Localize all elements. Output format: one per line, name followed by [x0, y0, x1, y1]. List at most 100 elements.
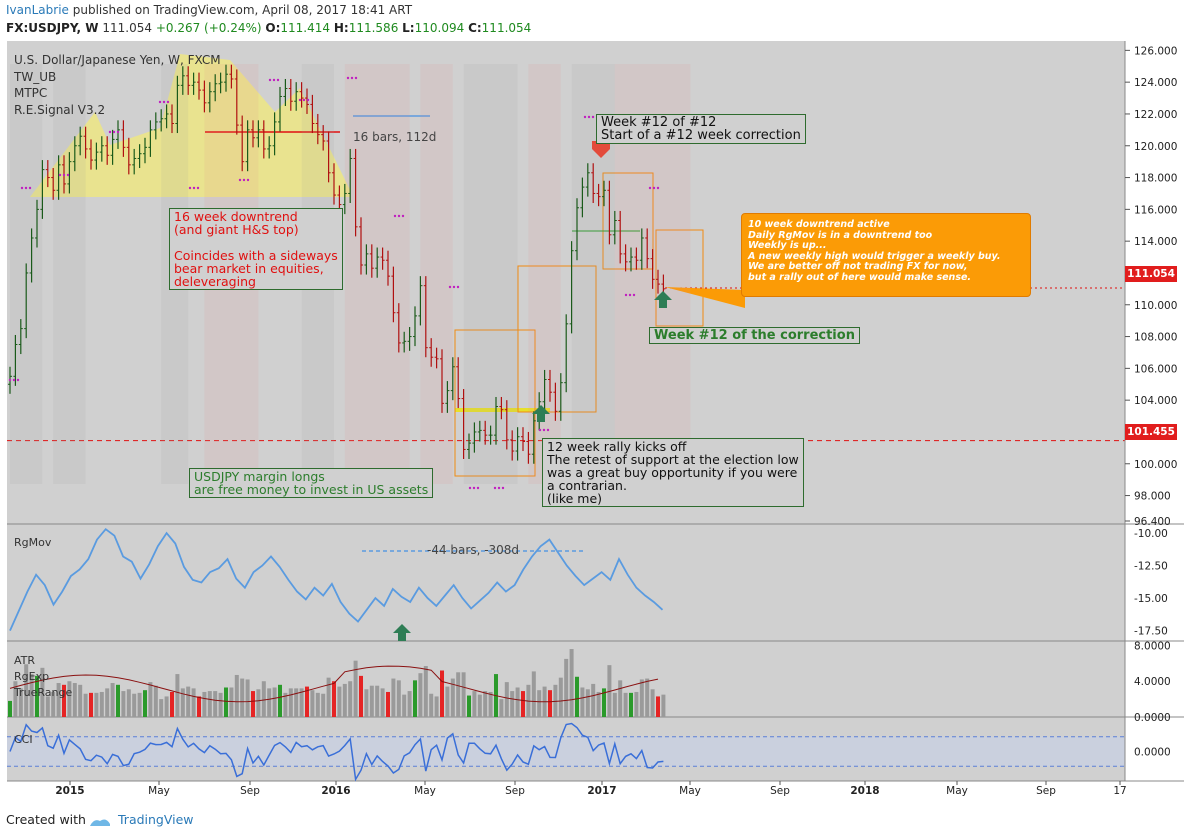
- signal-markers: [8, 76, 672, 641]
- tradingview-link[interactable]: TradingView: [118, 812, 194, 827]
- atr-bar: [650, 689, 655, 717]
- atr-bar: [391, 678, 396, 717]
- atr-bar: [94, 692, 99, 717]
- atr-bar: [521, 691, 525, 717]
- rgmov-label: RgMov: [14, 536, 52, 549]
- atr-bar: [413, 680, 417, 717]
- signal-dot: [158, 100, 162, 104]
- atr-bar: [8, 700, 12, 717]
- atr-bar: [337, 686, 342, 717]
- atr-bar: [510, 691, 515, 717]
- measure-label-top: 16 bars, 112d: [353, 130, 437, 144]
- atr-bar: [121, 691, 126, 717]
- atr-bar: [24, 664, 29, 717]
- atr-bar: [18, 688, 23, 717]
- signal-dot: [238, 178, 242, 182]
- atr-bar: [380, 688, 385, 717]
- x-tick-label: 2015: [55, 785, 84, 797]
- legend: U.S. Dollar/Japanese Yen, W, FXCM TW_UB …: [14, 52, 221, 118]
- atr-bar: [67, 681, 72, 717]
- open-label: O:: [265, 21, 281, 35]
- head-shoulders-zone: [30, 54, 350, 197]
- annotation-margin[interactable]: USDJPY margin longs are free money to in…: [189, 468, 434, 498]
- signal-dot: [624, 293, 628, 297]
- atr-bar: [105, 688, 110, 717]
- low-value: 110.094: [414, 21, 465, 35]
- orange-range-box: [517, 265, 597, 413]
- cci-label: CCI: [14, 733, 33, 746]
- atr-bar: [483, 691, 488, 717]
- atr-bar: [375, 685, 380, 717]
- y-tick-label: 124.000: [1134, 77, 1177, 89]
- atr-bar: [202, 691, 207, 717]
- legend-study-resignal[interactable]: R.E.Signal V3.2: [14, 102, 106, 117]
- signal-dot: [162, 100, 166, 104]
- atr-bar: [537, 690, 542, 717]
- annotation-downtrend[interactable]: 16 week downtrend (and giant H&S top) Co…: [169, 208, 343, 290]
- buy-arrow-icon: [654, 291, 672, 308]
- atr-bar: [353, 660, 358, 717]
- rgexp-line: [9, 665, 659, 703]
- signal-dot: [62, 173, 66, 177]
- author-link[interactable]: IvanLabrie: [6, 3, 69, 17]
- atr-bar: [531, 671, 536, 717]
- measure-label-rgmov: -44 bars, -308d: [427, 543, 520, 557]
- chart-canvas[interactable]: -10.00 -12.50 -15.00 -17.50 8.0000 4.0000 0.0…: [0, 40, 1184, 806]
- atr-bar: [445, 686, 450, 717]
- price-change: +0.267 (+0.24%): [155, 21, 262, 35]
- rgexp-label: RgExp: [14, 670, 50, 683]
- legend-study-mtpc[interactable]: MTPC: [14, 86, 48, 100]
- atr-bar: [418, 673, 423, 717]
- atr-bar: [315, 692, 320, 717]
- buy-arrow-icon: [393, 624, 411, 641]
- atr-label: ATR: [14, 654, 36, 667]
- atr-bar: [116, 684, 120, 717]
- signal-dot: [28, 186, 32, 190]
- atr-bar: [569, 649, 574, 717]
- atr-bar: [110, 683, 115, 717]
- atr-bar: [472, 691, 477, 717]
- x-tick-label: May: [946, 785, 968, 797]
- signal-dot: [652, 186, 656, 190]
- atr-bar: [402, 694, 407, 717]
- atr-bar: [234, 674, 239, 717]
- low-label: L:: [402, 21, 415, 35]
- signal-dot: [591, 115, 595, 119]
- atr-bar: [191, 688, 196, 717]
- atr-bar: [321, 693, 326, 717]
- last-price-tag: 111.054: [1125, 266, 1177, 282]
- atr-bar: [488, 691, 493, 717]
- atr-series: 8.0000 4.0000 0.0000: [8, 640, 1171, 724]
- atr-bar: [456, 672, 461, 717]
- atr-bar: [229, 687, 234, 717]
- annotation-week12-correction[interactable]: Week #12 of the correction: [649, 327, 860, 344]
- x-tick-label: 2016: [321, 785, 350, 797]
- y-tick-label: 100.000: [1134, 459, 1177, 471]
- atr-bar: [332, 681, 336, 717]
- annotation-orange-note[interactable]: 10 week downtrend active Daily RgMov is …: [741, 213, 1031, 297]
- atr-bar: [294, 688, 299, 717]
- signal-dot: [12, 378, 16, 382]
- signal-dot: [493, 486, 497, 490]
- high-value: 111.586: [348, 21, 399, 35]
- atr-bar: [272, 687, 277, 717]
- truerange-label: TrueRange: [14, 686, 73, 699]
- atr-tick-label: 8.0000: [1134, 640, 1171, 652]
- legend-study-tw-ub[interactable]: TW_UB: [14, 69, 57, 84]
- atr-bar: [261, 681, 266, 717]
- annotation-week12[interactable]: Week #12 of #12 Start of a #12 week corr…: [596, 114, 806, 144]
- atr-bar: [364, 689, 369, 717]
- signal-dot: [272, 78, 276, 82]
- signal-dot: [58, 173, 62, 177]
- atr-bar: [450, 678, 455, 717]
- signal-dot: [24, 186, 28, 190]
- atr-bar: [89, 692, 93, 717]
- x-tick-label: 2017: [587, 785, 616, 797]
- y-tick-label: 114.000: [1134, 236, 1177, 248]
- atr-bar: [29, 674, 34, 717]
- atr-bar: [256, 689, 261, 717]
- annotation-rally[interactable]: 12 week rally kicks off The retest of su…: [542, 438, 804, 507]
- signal-dot: [583, 115, 587, 119]
- signal-dot: [497, 486, 501, 490]
- signal-dot: [108, 130, 112, 134]
